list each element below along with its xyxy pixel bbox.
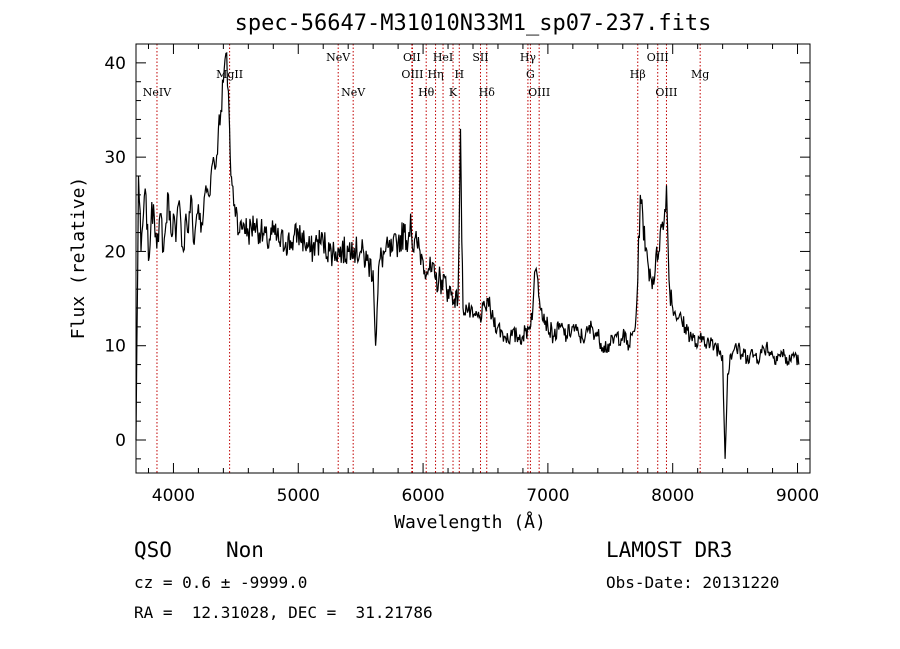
object-subclass: Non (226, 538, 264, 562)
emission-line-label-19: Mg (691, 68, 709, 81)
y-tick-label: 10 (104, 337, 126, 357)
y-tick-label: 0 (115, 431, 126, 451)
emission-line-label-12: Hδ (479, 86, 496, 99)
class-value: QSO (134, 538, 172, 562)
emission-line-label-6: Hθ (418, 86, 435, 99)
survey-name: LAMOST DR3 (606, 538, 733, 562)
x-tick-label: 8000 (651, 486, 694, 506)
y-axis-label: Flux (relative) (68, 177, 89, 340)
emission-line-label-5: OIII (401, 68, 423, 81)
emission-line-label-2: NeV (326, 51, 351, 64)
x-tick-label: 5000 (277, 486, 320, 506)
y-tick-label: 20 (104, 242, 126, 262)
object-class: QSO (134, 538, 172, 562)
emission-line-label-16: Hβ (630, 68, 646, 81)
x-tick-label: 4000 (152, 486, 195, 506)
coordinates: RA = 12.31028, DEC = 31.21786 (134, 603, 433, 622)
chart-title: spec-56647-M31010N33M1_sp07-237.fits (235, 11, 712, 36)
emission-line-label-14: G (526, 68, 535, 81)
y-tick-label: 40 (104, 54, 126, 74)
emission-line-label-0: NeIV (143, 86, 172, 99)
subclass-value: Non (226, 538, 264, 562)
obs-date: Obs-Date: 20131220 (606, 573, 780, 592)
emission-line-label-7: Hη (427, 68, 443, 81)
emission-line-label-8: HeI (433, 51, 453, 64)
axis-ticks: 4000 5000 6000 7000 8000 9000 0 10 20 30 40 (104, 43, 819, 506)
emission-line-markers (156, 44, 701, 473)
y-tick-label: 30 (104, 148, 126, 168)
emission-line-label-17: OIII (647, 51, 669, 64)
spectrum-series-line (135, 52, 800, 459)
x-tick-label: 7000 (526, 486, 569, 506)
plot-frame (135, 43, 811, 474)
emission-line-label-9: K (449, 86, 458, 99)
redshift-line: cz = 0.6 ± -9999.0 (134, 573, 308, 592)
x-tick-label: 6000 (401, 486, 444, 506)
emission-line-label-15: OIII (528, 86, 550, 99)
emission-line-label-4: OII (403, 51, 421, 64)
emission-line-label-13: Hγ (520, 51, 537, 64)
emission-line-label-3: NeV (341, 86, 366, 99)
emission-line-label-18: OIII (655, 86, 677, 99)
emission-line-label-10: H (454, 68, 464, 81)
x-tick-label: 9000 (776, 486, 819, 506)
emission-line-labels: NeIV MgII NeV NeV OII OIII Hθ Hη HeI KH SII Hδ Hγ G OI… (143, 51, 710, 99)
emission-line-label-11: SII (472, 51, 488, 64)
emission-line-label-1: MgII (216, 68, 243, 81)
x-axis-label: Wavelength (Å) (394, 511, 546, 533)
